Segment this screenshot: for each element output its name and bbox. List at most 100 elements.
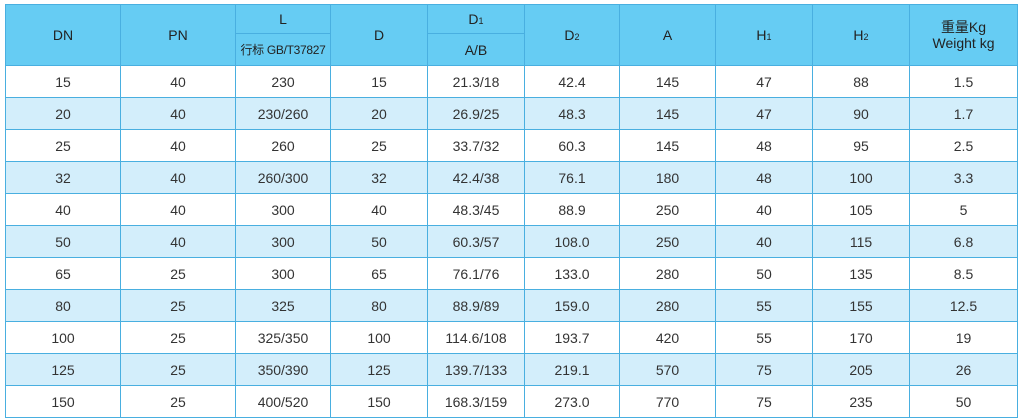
table-cell: 300 (235, 257, 331, 290)
header-cell: 行标 GB/T37827 (235, 33, 331, 66)
table-cell: 155 (812, 289, 910, 322)
table-cell: 40 (120, 65, 236, 98)
table-cell: 40 (715, 225, 813, 258)
table-cell: 133.0 (524, 257, 620, 290)
header-text: D (468, 11, 479, 27)
spec-table: DN PN L D D1 D2 A H1 H2 重量Kg Weight kg 行标… (5, 4, 1018, 418)
table-cell: 47 (715, 65, 813, 98)
header-text: Weight kg (932, 35, 995, 51)
table-cell: 3.3 (909, 161, 1018, 194)
table-cell: 114.6/108 (427, 321, 525, 354)
header-cell: D1 (427, 4, 525, 34)
table-cell: 235 (812, 385, 910, 418)
table-cell: 76.1/76 (427, 257, 525, 290)
table-cell: 2.5 (909, 129, 1018, 162)
table-cell: 25 (330, 129, 428, 162)
table-cell: 88 (812, 65, 910, 98)
header-cell: L (235, 4, 331, 34)
table-cell: 60.3 (524, 129, 620, 162)
table-cell: 60.3/57 (427, 225, 525, 258)
table-row: 80 25 325 80 88.9/89 159.0 280 55 155 12.5 (5, 289, 1018, 322)
header-text: H (853, 27, 864, 43)
table-row: 65 25 300 65 76.1/76 133.0 280 50 135 8.5 (5, 257, 1018, 290)
table-row: 20 40 230/260 20 26.9/25 48.3 145 47 90 1.7 (5, 97, 1018, 130)
table-cell: 230/260 (235, 97, 331, 130)
table-cell: 33.7/32 (427, 129, 525, 162)
table-cell: 100 (812, 161, 910, 194)
table-cell: 40 (120, 161, 236, 194)
table-cell: 32 (5, 161, 121, 194)
table-cell: 15 (330, 65, 428, 98)
table-cell: 40 (120, 97, 236, 130)
header-subscript: 1 (478, 16, 484, 26)
table-cell: 25 (5, 129, 121, 162)
table-cell: 32 (330, 161, 428, 194)
table-cell: 50 (330, 225, 428, 258)
table-cell: 250 (619, 193, 716, 226)
table-cell: 135 (812, 257, 910, 290)
table-cell: 47 (715, 97, 813, 130)
table-cell: 26 (909, 353, 1018, 386)
table-cell: 48 (715, 161, 813, 194)
table-cell: 42.4/38 (427, 161, 525, 194)
table-cell: 50 (5, 225, 121, 258)
table-cell: 219.1 (524, 353, 620, 386)
table-cell: 139.7/133 (427, 353, 525, 386)
table-cell: 150 (5, 385, 121, 418)
table-cell: 770 (619, 385, 716, 418)
header-row: 行标 GB/T37827 A/B (6, 33, 1018, 66)
header-cell: D2 (524, 4, 620, 66)
table-cell: 25 (120, 257, 236, 290)
table-cell: 25 (120, 289, 236, 322)
table-row: 25 40 260 25 33.7/32 60.3 145 48 95 2.5 (5, 129, 1018, 162)
table-row: 15 40 230 15 21.3/18 42.4 145 47 88 1.5 (5, 65, 1018, 98)
table-cell: 159.0 (524, 289, 620, 322)
table-cell: 25 (120, 353, 236, 386)
table-cell: 40 (715, 193, 813, 226)
table-cell: 250 (619, 225, 716, 258)
table-cell: 55 (715, 321, 813, 354)
table-cell: 55 (715, 289, 813, 322)
table-cell: 105 (812, 193, 910, 226)
table-cell: 25 (120, 321, 236, 354)
table-cell: 420 (619, 321, 716, 354)
table-cell: 50 (909, 385, 1018, 418)
header-cell: A/B (427, 33, 525, 66)
table-row: 100 25 325/350 100 114.6/108 193.7 420 55 170 19 (5, 321, 1018, 354)
table-cell: 48.3 (524, 97, 620, 130)
table-cell: 95 (812, 129, 910, 162)
table-cell: 5 (909, 193, 1018, 226)
table-cell: 20 (5, 97, 121, 130)
table-cell: 48.3/45 (427, 193, 525, 226)
table-cell: 80 (330, 289, 428, 322)
header-text: D (564, 27, 575, 43)
table-cell: 48 (715, 129, 813, 162)
table-cell: 20 (330, 97, 428, 130)
table-cell: 75 (715, 353, 813, 386)
table-cell: 40 (5, 193, 121, 226)
table-cell: 42.4 (524, 65, 620, 98)
table-cell: 570 (619, 353, 716, 386)
header-cell: D (330, 4, 428, 66)
table-cell: 115 (812, 225, 910, 258)
table-cell: 325 (235, 289, 331, 322)
table-cell: 76.1 (524, 161, 620, 194)
table-cell: 65 (330, 257, 428, 290)
header-text: H (756, 27, 767, 43)
header-row: DN PN L D D1 D2 A H1 H2 重量Kg Weight kg (5, 4, 1018, 66)
table-cell: 75 (715, 385, 813, 418)
table-cell: 260/300 (235, 161, 331, 194)
table-row: 50 40 300 50 60.3/57 108.0 250 40 115 6.8 (5, 225, 1018, 258)
table-cell: 100 (330, 321, 428, 354)
table-row: 32 40 260/300 32 42.4/38 76.1 180 48 100 3.3 (5, 161, 1018, 194)
table-cell: 325/350 (235, 321, 331, 354)
table-cell: 193.7 (524, 321, 620, 354)
table-cell: 88.9/89 (427, 289, 525, 322)
table-cell: 15 (5, 65, 121, 98)
table-cell: 145 (619, 65, 716, 98)
header-subscript: 2 (863, 32, 869, 42)
table-cell: 88.9 (524, 193, 620, 226)
table-cell: 1.5 (909, 65, 1018, 98)
table-cell: 205 (812, 353, 910, 386)
